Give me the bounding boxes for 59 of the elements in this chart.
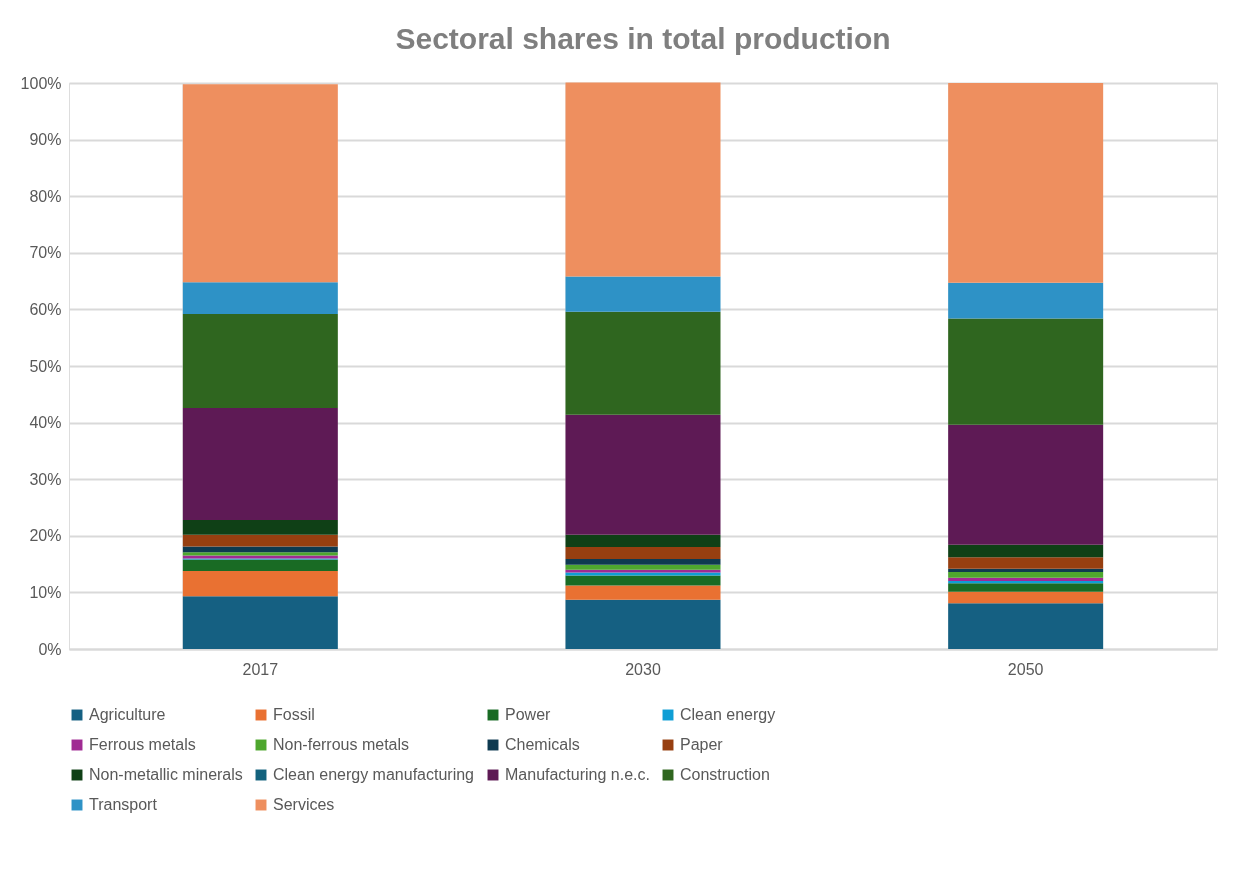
bar [565,534,721,548]
bar [948,318,1104,425]
y-tick-label: 30% [29,470,62,488]
bar [948,557,1104,569]
bar [182,519,338,535]
bar [565,276,721,312]
legend-label: Non-metallic minerals [89,766,243,783]
bar [182,570,338,597]
legend-label: Agriculture [89,706,166,723]
legend-label: Ferrous metals [89,736,196,753]
bar [948,282,1104,319]
bar [182,282,338,314]
x-tick-label: 2030 [625,660,661,678]
y-tick-label: 10% [29,583,62,601]
bar [565,547,721,560]
bar [948,572,1104,578]
x-tick-label: 2050 [1007,660,1044,678]
bar [182,534,338,547]
chart-title: Sectoral shares in total production [395,22,891,55]
legend-label: Non-ferrous metals [273,736,410,753]
bar [565,599,721,649]
y-tick-label: 70% [29,244,62,262]
legend-label: Power [505,706,552,723]
legend-label: Construction [680,766,770,783]
bar [565,585,721,600]
legend-label: Services [273,796,335,813]
bar [565,575,721,586]
bar [948,583,1104,592]
y-tick-label: 20% [29,527,62,545]
bar [565,414,721,535]
bar [948,83,1104,283]
legend-label: Clean energy manufacturing [273,766,475,783]
legend-label: Paper [680,736,724,753]
bar [565,564,721,570]
y-tick-label: 40% [29,414,62,432]
bar [182,596,338,649]
legend-label: Chemicals [505,736,580,753]
bar [182,559,338,571]
legend-label: Fossil [273,706,315,723]
y-tick-label: 50% [29,357,62,375]
legend-label: Transport [89,796,158,813]
bar [182,84,338,283]
bar [948,603,1104,649]
bar [182,407,338,520]
bar [948,424,1104,545]
x-tick-label: 2017 [242,660,279,678]
y-tick-label: 80% [29,187,62,205]
bar [565,82,721,277]
y-tick-label: 100% [20,74,62,92]
bar [565,559,721,565]
bar [182,313,338,408]
y-tick-label: 60% [29,300,62,318]
y-tick-label: 90% [29,131,62,149]
bar [948,544,1104,558]
bar [948,591,1104,604]
y-tick-label: 0% [38,640,62,658]
legend-label: Clean energy [680,706,776,723]
bar [565,311,721,415]
legend-label: Manufacturing n.e.c. [505,766,650,783]
